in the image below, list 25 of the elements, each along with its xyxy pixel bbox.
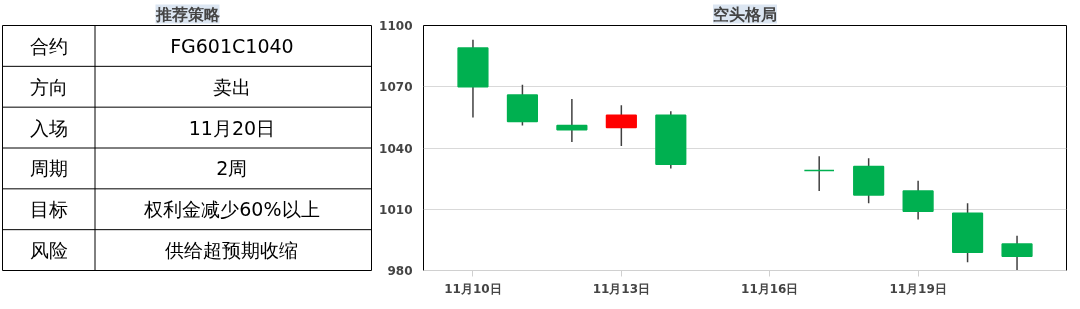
text: 方向 <box>29 75 68 98</box>
y-tick-label: 1040 <box>379 141 413 156</box>
text: 目标 <box>29 198 68 221</box>
x-tick-label: 11月19日 <box>889 281 947 296</box>
text: 入场 <box>29 116 68 139</box>
text: 11月20日 <box>188 116 276 139</box>
text: 2周 <box>216 157 248 180</box>
text: FG601C1040 <box>170 34 294 57</box>
text: 风险 <box>29 239 68 262</box>
y-tick-label: 1010 <box>379 202 413 217</box>
text: 权利金减少60%以上 <box>143 198 320 221</box>
y-tick-label: 1070 <box>379 80 413 95</box>
text: 合约 <box>29 34 68 57</box>
chart-title: 空头格局 <box>713 4 777 24</box>
y-tick-label: 980 <box>387 264 413 278</box>
y-tick-label: 1100 <box>379 19 413 33</box>
text: 卖出 <box>212 75 251 98</box>
x-tick-label: 11月16日 <box>741 281 799 296</box>
text: 供给超预期收缩 <box>165 239 299 262</box>
text: 周期 <box>29 157 68 180</box>
candlestick <box>556 98 588 143</box>
x-tick-label: 11月13日 <box>592 281 651 296</box>
candlestick <box>803 155 835 192</box>
x-tick-label: 11月10日 <box>444 281 502 296</box>
text: 推荐策略 <box>154 4 221 24</box>
